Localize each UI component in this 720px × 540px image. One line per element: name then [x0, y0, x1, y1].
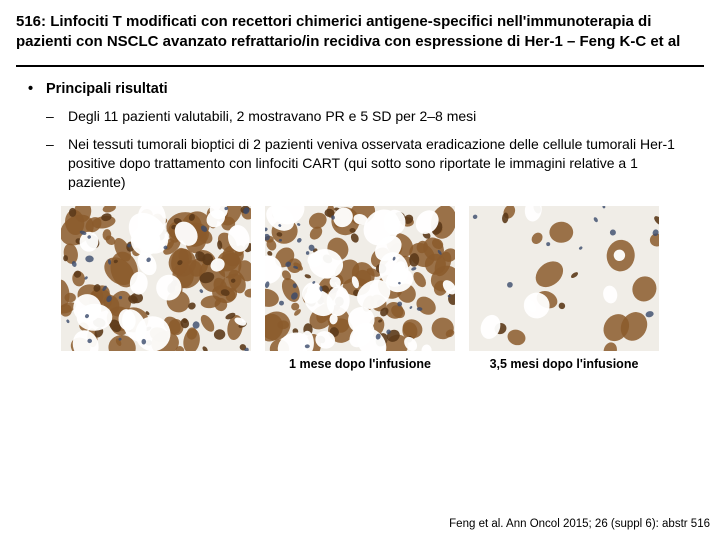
caption-3-5mo: 3,5 mesi dopo l'infusione: [469, 357, 659, 371]
histology-1mo: [265, 206, 455, 351]
bullet-sub-1: Degli 11 pazienti valutabili, 2 mostrava…: [46, 107, 696, 126]
histology-baseline: [61, 206, 251, 351]
citation: Feng et al. Ann Oncol 2015; 26 (suppl 6)…: [449, 518, 710, 530]
bullet-sub-2: Nei tessuti tumorali bioptici di 2 pazie…: [46, 135, 696, 192]
title-block: 516: Linfociti T modificati con recettor…: [0, 0, 720, 61]
content-area: Principali risultati Degli 11 pazienti v…: [0, 67, 720, 372]
slide-title: 516: Linfociti T modificati con recettor…: [16, 12, 704, 53]
caption-spacer: [61, 357, 251, 371]
histology-3-5mo: [469, 206, 659, 351]
bullet-main: Principali risultati: [28, 81, 696, 97]
captions-row: 1 mese dopo l'infusione 3,5 mesi dopo l'…: [24, 357, 696, 371]
histology-row: [24, 206, 696, 351]
caption-1mo: 1 mese dopo l'infusione: [265, 357, 455, 371]
